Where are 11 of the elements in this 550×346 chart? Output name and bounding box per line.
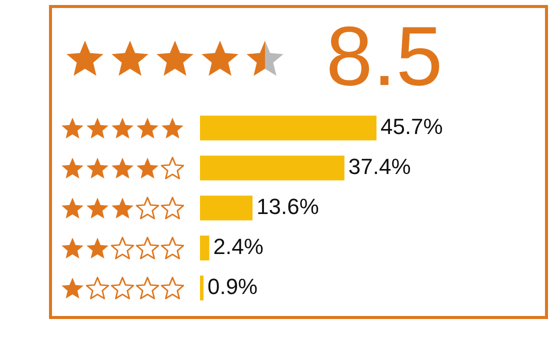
data-label: 0.9% [207, 274, 258, 300]
data-label: 13.6% [256, 194, 319, 220]
data-label: 2.4% [213, 234, 264, 260]
data-label: 37.4% [348, 154, 411, 180]
data-label: 45.7% [380, 114, 443, 140]
bar [200, 196, 253, 220]
bar [200, 236, 210, 260]
bar [200, 156, 344, 180]
bar [200, 116, 376, 140]
chart-title: 8.5 [326, 8, 443, 105]
bar [200, 276, 204, 300]
